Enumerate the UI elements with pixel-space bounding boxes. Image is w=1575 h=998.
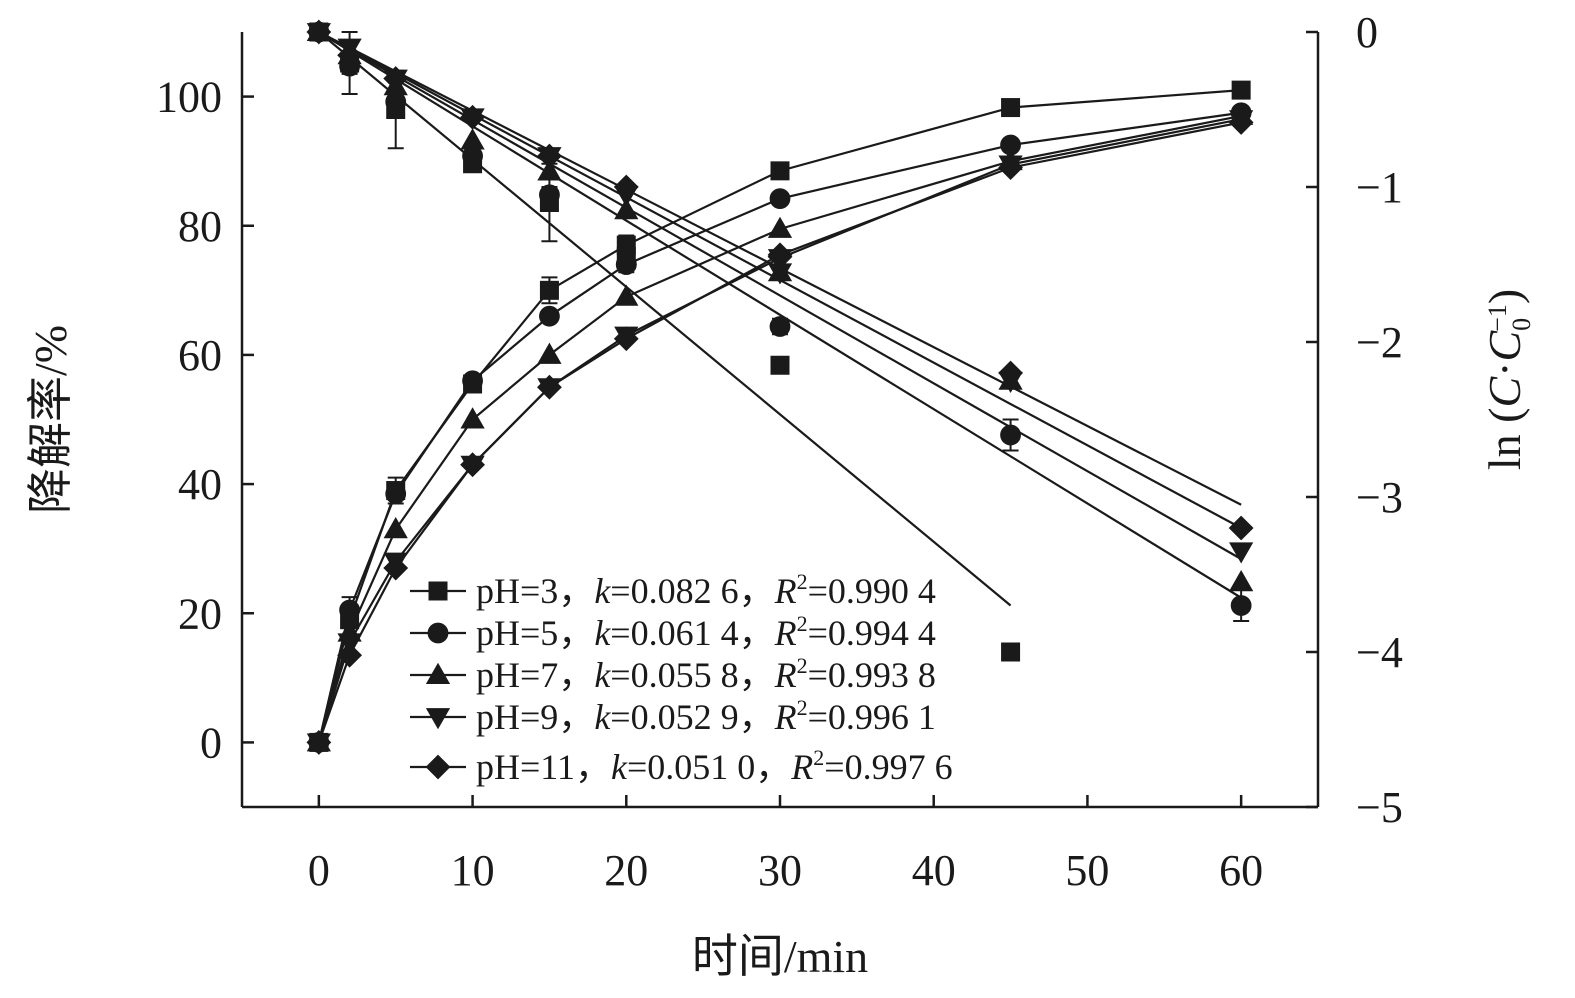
x-tick-label: 30 (758, 846, 802, 895)
degradation-point-pH7 (537, 342, 562, 364)
kinetics-point-pH7 (1229, 569, 1254, 592)
kinetics-point-pH3 (1001, 642, 1021, 662)
x-tick-label: 20 (604, 846, 648, 895)
degradation-point-pH7 (614, 284, 639, 306)
kinetics-point-pH9 (1229, 542, 1254, 564)
x-tick-label: 40 (912, 846, 956, 895)
degradation-point-pH5 (769, 188, 791, 210)
kinetics-point-pH11 (537, 143, 562, 169)
degradation-point-pH3 (770, 161, 790, 181)
right-y-tick-label: 0 (1356, 8, 1378, 57)
legend-marker-square (428, 581, 448, 601)
x-tick-label: 10 (451, 846, 495, 895)
kinetics-point-pH3 (770, 355, 790, 375)
kinetics-point-pH11 (998, 360, 1023, 386)
legend-item-5: pH=11，k=0.051 0，R2=0.997 6 (410, 745, 953, 787)
kinetics-point-pH11 (383, 66, 409, 91)
degradation-point-pH11 (383, 555, 409, 581)
degradation-point-pH5 (539, 305, 560, 327)
right-y-tick-label: −3 (1356, 473, 1403, 522)
kinetics-point-pH5 (615, 254, 637, 275)
right-y-axis-title: ln (C·C0−1) (1479, 289, 1536, 470)
kinetics-point-pH5 (1000, 424, 1021, 446)
degradation-point-pH11 (613, 326, 639, 352)
legend-label: pH=5，k=0.061 4，R2=0.994 4 (476, 611, 936, 653)
kinetics-point-pH7 (537, 159, 562, 181)
kinetics-point-pH11 (767, 244, 793, 270)
degradation-point-pH3 (1001, 98, 1021, 118)
left-y-axis-title: 降解率/% (25, 325, 76, 514)
degradation-point-pH7 (767, 216, 793, 238)
kinetics-point-pH11 (460, 104, 485, 130)
axes: 0 10 20 30 40 50 60 0 20 40 60 80 100 0 −1 −2 −3 −4 −5 (156, 8, 1403, 895)
kinetics-point-pH11 (1228, 515, 1254, 541)
degradation-point-pH3 (1231, 80, 1251, 100)
kinetics-point-pH7 (460, 128, 485, 150)
legend-label: pH=9，k=0.052 9，R2=0.996 1 (476, 695, 936, 737)
degradation-point-pH11 (1228, 110, 1254, 135)
fit-line-pH5 (318, 31, 1242, 599)
degradation-point-pH3 (539, 280, 559, 300)
right-y-tick-label: −5 (1356, 783, 1403, 832)
degradation-point-pH11 (998, 155, 1023, 181)
left-y-tick-label: 20 (178, 589, 222, 638)
kinetics-point-pH5 (769, 316, 791, 337)
axis-titles: 时间/min 降解率/% ln (C·C0−1) (25, 289, 1536, 982)
legend-item-2: pH=5，k=0.061 4，R2=0.994 4 (410, 611, 936, 653)
fit-line-pH7 (318, 31, 1242, 560)
kinetics-point-pH11 (613, 174, 639, 200)
kinetics-point-pH7 (614, 197, 639, 220)
right-y-tick-label: −2 (1356, 318, 1403, 367)
data-series (306, 19, 1254, 755)
legend-item-3: pH=7，k=0.055 8，R2=0.993 8 (410, 653, 936, 695)
legend-label: pH=11，k=0.051 0，R2=0.997 6 (476, 745, 953, 787)
x-tick-label: 0 (308, 846, 330, 895)
kinetics-point-pH11 (337, 42, 363, 68)
left-y-tick-label: 100 (156, 73, 222, 122)
legend-marker-diamond (425, 754, 451, 780)
kinetics-point-pH11 (306, 19, 332, 45)
legend-marker-triangle-up (425, 662, 451, 684)
degradation-point-pH7 (383, 517, 408, 539)
x-tick-label: 60 (1219, 846, 1263, 895)
legend-marker-triangle-down (425, 708, 451, 730)
degradation-point-pH11 (460, 452, 485, 478)
legend-label: pH=3，k=0.082 6，R2=0.990 4 (476, 569, 936, 611)
x-axis-title: 时间/min (692, 931, 868, 982)
legend-marker-circle (427, 622, 449, 644)
degradation-point-pH11 (306, 730, 332, 755)
legend-label: pH=7，k=0.055 8，R2=0.993 8 (476, 653, 936, 695)
left-y-tick-label: 40 (178, 460, 222, 509)
kinetics-point-pH5 (1230, 595, 1252, 616)
degradation-point-pH11 (537, 374, 562, 400)
legend: pH=3，k=0.082 6，R2=0.990 4pH=5，k=0.061 4，… (410, 569, 953, 787)
degradation-point-pH5 (462, 370, 483, 392)
degradation-point-pH11 (337, 642, 363, 668)
kinetics-point-pH5 (539, 184, 560, 206)
x-tick-label: 50 (1065, 846, 1109, 895)
legend-item-1: pH=3，k=0.082 6，R2=0.990 4 (410, 569, 936, 611)
right-y-tick-label: −1 (1356, 163, 1403, 212)
degradation-point-pH7 (460, 407, 485, 429)
right-y-tick-label: −4 (1356, 628, 1403, 677)
left-y-tick-label: 80 (178, 202, 222, 251)
left-y-tick-label: 0 (200, 718, 222, 767)
degradation-point-pH5 (385, 483, 407, 505)
left-y-tick-label: 60 (178, 331, 222, 380)
legend-item-4: pH=9，k=0.052 9，R2=0.996 1 (410, 695, 936, 737)
